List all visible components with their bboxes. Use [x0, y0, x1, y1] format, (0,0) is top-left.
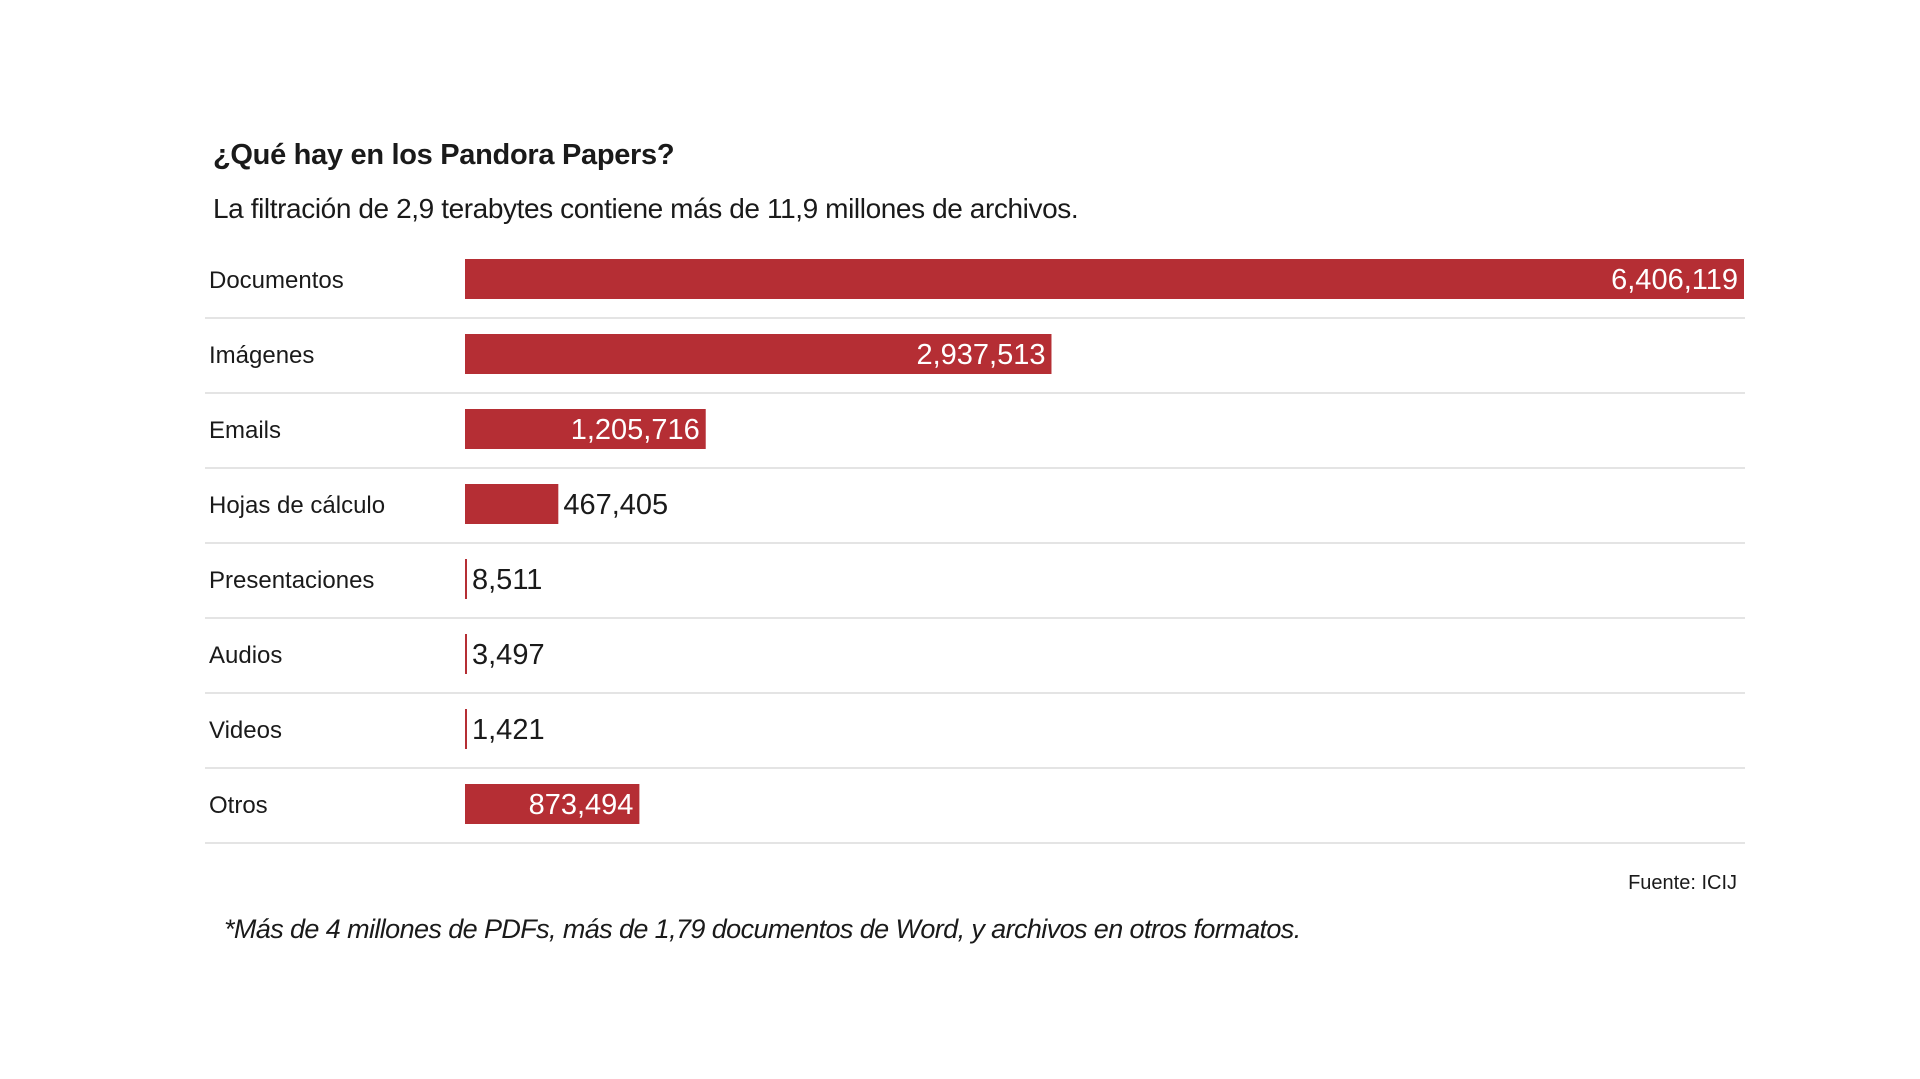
bar-row: Videos 1,421 [205, 709, 1745, 769]
footnote: *Más de 4 millones de PDFs, más de 1,79 … [224, 914, 1301, 944]
category-label: Presentaciones [209, 567, 374, 594]
bar [465, 409, 706, 449]
source-note: Fuente: ICIJ [1628, 872, 1737, 894]
bar [465, 634, 467, 674]
bar-row: Documentos 6,406,119 [205, 259, 1745, 319]
category-label: Otros [209, 792, 268, 819]
value-label: 1,205,716 [571, 414, 700, 446]
value-label: 2,937,513 [916, 339, 1045, 371]
bar [465, 484, 559, 524]
bar-row: Otros 873,494 [205, 784, 1745, 844]
bar [465, 709, 467, 749]
category-label: Emails [209, 417, 281, 444]
category-label: Hojas de cálculo [209, 492, 385, 519]
value-label: 3,497 [472, 639, 545, 671]
bar [465, 784, 640, 824]
category-label: Videos [209, 717, 282, 744]
bar-row: Hojas de cálculo 467,405 [205, 484, 1745, 544]
bar-row: Audios 3,497 [205, 634, 1745, 694]
category-label: Audios [209, 642, 282, 669]
chart-title: ¿Qué hay en los Pandora Papers? [213, 139, 675, 171]
bar-row: Imágenes 2,937,513 [205, 334, 1745, 394]
value-label: 467,405 [563, 489, 668, 521]
value-label: 6,406,119 [1611, 264, 1738, 296]
value-label: 1,421 [472, 714, 545, 746]
category-label: Imágenes [209, 342, 314, 369]
bar-row: Presentaciones 8,511 [205, 559, 1745, 619]
value-label: 8,511 [472, 564, 542, 596]
bar [465, 559, 467, 599]
value-label: 873,494 [529, 789, 634, 821]
bar [465, 334, 1052, 374]
bar-row: Emails 1,205,716 [205, 409, 1745, 469]
bar [465, 259, 1744, 299]
category-label: Documentos [209, 267, 344, 294]
chart-rows: Documentos 6,406,119 Imágenes 2,937,513 Emai… [205, 259, 1745, 844]
chart-subtitle: La filtración de 2,9 terabytes contiene … [213, 193, 1079, 224]
